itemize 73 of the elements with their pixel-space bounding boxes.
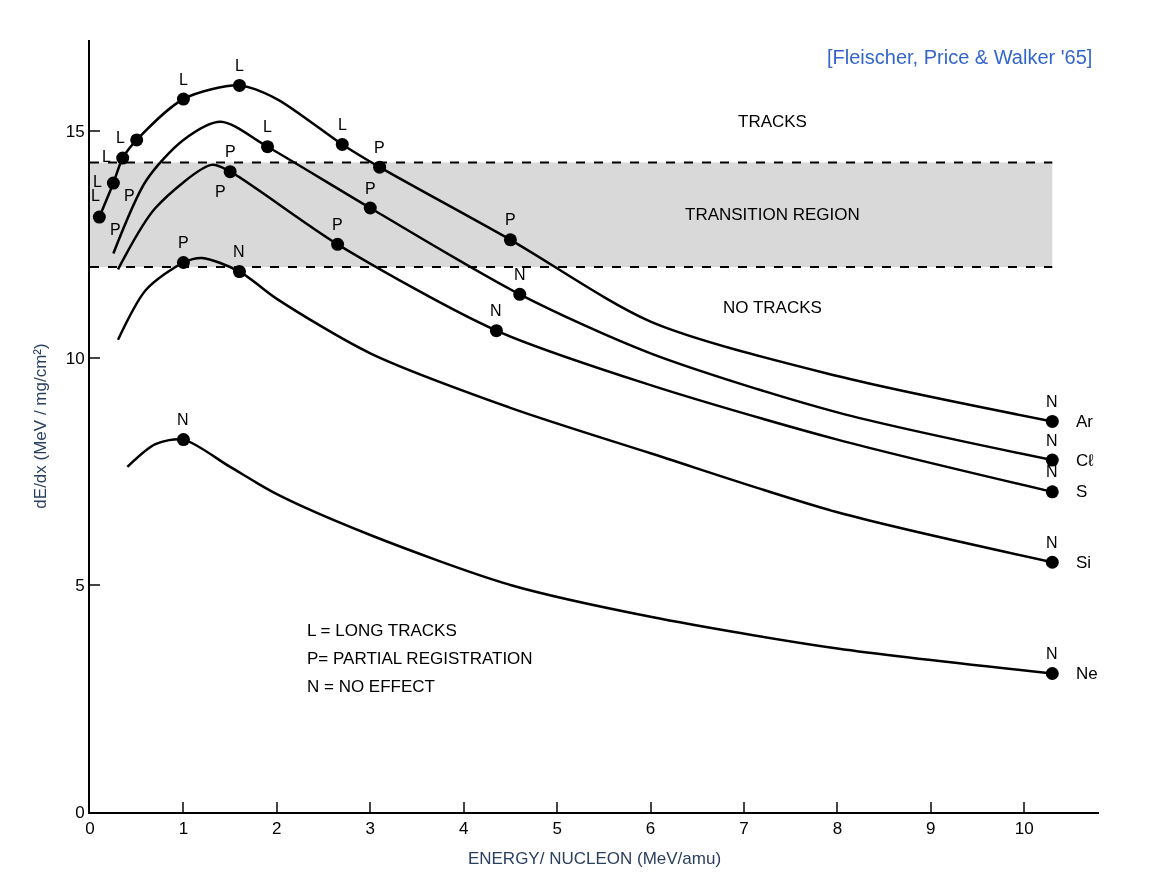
x-tick-label: 2 [272,819,282,839]
annotation: L [91,187,100,204]
point [261,140,275,154]
annotation: [Fleischer, Price & Walker '65] [827,46,1093,68]
annotation: NO TRACKS [723,298,822,317]
annotation: L [116,129,125,146]
annotation: N [1046,432,1058,449]
point [106,176,120,190]
point [1045,485,1059,499]
annotation: P [374,139,385,156]
annotation: N = NO EFFECT [307,677,435,696]
annotation: N [1046,534,1058,551]
point [363,201,377,215]
annotation: L [235,57,244,74]
y-tick-label: 15 [65,121,85,141]
x-tick-label: 5 [552,819,562,839]
annotation: P [124,187,135,204]
annotation: P [505,211,516,228]
point [1045,666,1059,680]
annotation: P [110,221,121,238]
point [176,92,190,106]
point [331,237,345,251]
annotation: L [102,148,111,165]
point [335,137,349,151]
point [116,151,130,165]
series-label: Ne [1076,664,1098,683]
point [513,287,527,301]
point [223,165,237,179]
annotation: P [332,216,343,233]
annotation: N [177,411,189,428]
annotation: N [1046,645,1058,662]
point [92,210,106,224]
series-label: Cℓ [1076,451,1095,470]
band-label: TRANSITION REGION [685,205,860,224]
point [503,233,517,247]
annotation: N [233,243,245,260]
y-axis-title: dE/dx (MeV / mg/cm²) [30,343,50,509]
x-tick-label: 1 [178,819,189,839]
annotation: N [490,302,502,319]
y-tick-label: 0 [75,802,85,822]
annotation: L [338,116,347,133]
series-label: Ar [1076,412,1094,431]
point [489,324,503,338]
annotation: P [225,143,236,160]
annotation: N [1046,393,1058,410]
annotation: L [179,71,188,88]
x-tick-label: 6 [645,819,656,839]
x-tick-label: 10 [1014,819,1034,839]
x-tick-label: 7 [739,819,749,839]
annotation: N [514,266,526,283]
annotation: N [1046,463,1058,480]
x-axis-title: ENERGY/ NUCLEON (MeV/amu) [467,849,722,869]
point [232,78,246,92]
annotation: P [178,234,189,251]
point [130,133,144,147]
x-tick-label: 9 [926,819,936,839]
series-label: Si [1076,553,1092,572]
y-tick-label: 10 [65,348,85,368]
annotation: P [365,180,376,197]
x-tick-label: 3 [365,819,376,839]
x-tick-label: 4 [458,819,469,839]
annotation: L [263,118,272,135]
annotation: L [93,173,102,190]
annotation: P [215,183,226,200]
annotation: TRACKS [738,112,807,131]
annotation: P= PARTIAL REGISTRATION [307,649,533,668]
point [1045,555,1059,569]
point [1045,414,1059,428]
y-tick-label: 5 [75,575,85,595]
annotation: L = LONG TRACKS [307,621,457,640]
series-label: S [1076,482,1088,501]
point [176,433,190,447]
x-tick-label: 8 [832,819,843,839]
